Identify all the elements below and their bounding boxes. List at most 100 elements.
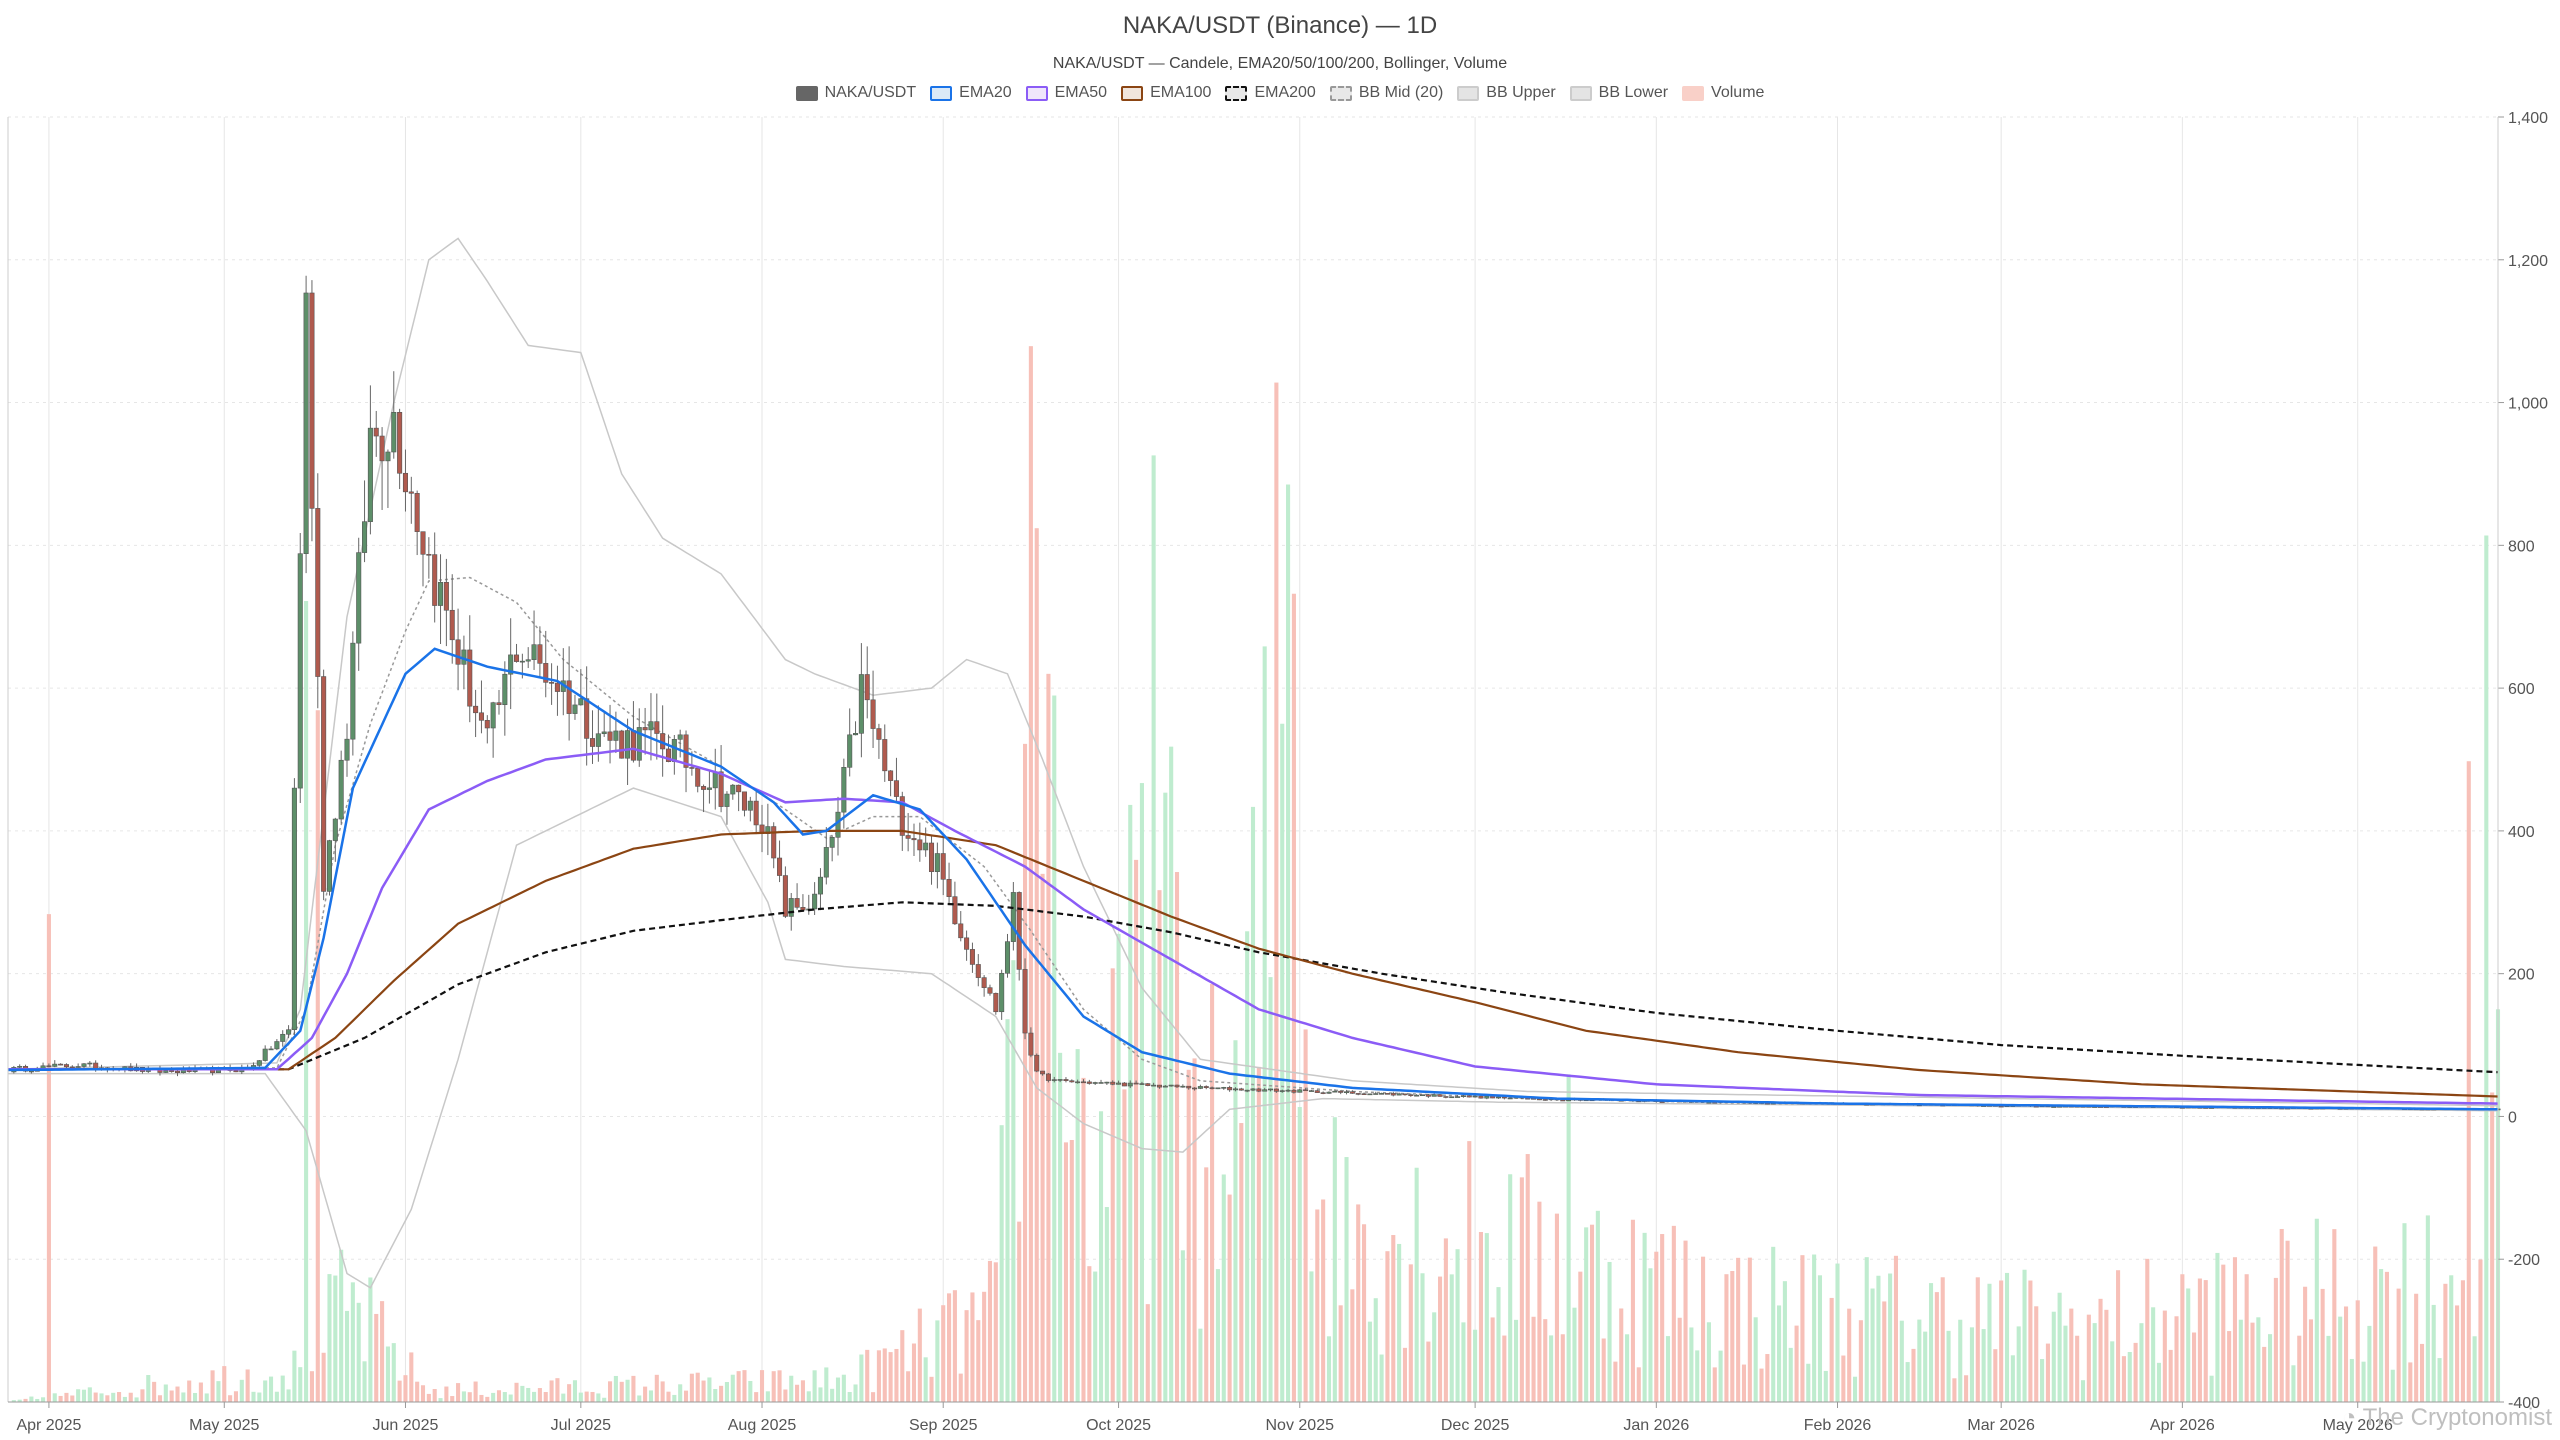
legend-swatch bbox=[1329, 85, 1352, 101]
volume-bar bbox=[765, 1391, 770, 1402]
candle-body bbox=[52, 1063, 58, 1067]
candle-body bbox=[730, 784, 736, 795]
volume-bar bbox=[1613, 1361, 1618, 1402]
candle-body bbox=[467, 649, 473, 707]
candle-body bbox=[1104, 1081, 1110, 1084]
candle-body bbox=[1396, 1093, 1402, 1096]
candle-body bbox=[853, 733, 859, 736]
legend-item-naka-usdt[interactable]: NAKA/USDT bbox=[795, 84, 916, 102]
candle-body bbox=[584, 698, 590, 739]
legend-item-bb-upper[interactable]: BB Upper bbox=[1457, 84, 1556, 102]
volume-bar bbox=[420, 1385, 426, 1402]
x-tick-label: Aug 2025 bbox=[728, 1417, 797, 1434]
candle-body bbox=[81, 1063, 87, 1067]
candle-body bbox=[63, 1064, 69, 1068]
volume-bar bbox=[1940, 1277, 1945, 1402]
volume-bar bbox=[1882, 1301, 1887, 1402]
volume-bar bbox=[46, 914, 51, 1402]
volume-bar bbox=[11, 1400, 16, 1402]
candle-body bbox=[1232, 1088, 1238, 1091]
volume-bar bbox=[1034, 528, 1039, 1402]
volume-bar bbox=[759, 1370, 765, 1402]
candle-body bbox=[1507, 1097, 1513, 1100]
volume-bar bbox=[1011, 960, 1016, 1402]
volume-bar bbox=[1630, 1219, 1635, 1402]
volume-bar bbox=[1917, 1319, 1922, 1402]
volume-bar bbox=[1513, 1319, 1519, 1402]
volume-bar bbox=[2361, 1361, 2366, 1402]
candle-body bbox=[1402, 1093, 1408, 1096]
volume-bar bbox=[1689, 1327, 1694, 1402]
volume-bar bbox=[2086, 1314, 2091, 1402]
candle-body bbox=[1139, 1083, 1145, 1085]
volume-bar bbox=[1297, 1106, 1302, 1402]
candle-body bbox=[601, 731, 607, 735]
legend-item-volume[interactable]: Volume bbox=[1682, 84, 1764, 102]
legend-item-bb-lower[interactable]: BB Lower bbox=[1569, 84, 1668, 102]
volume-bar bbox=[222, 1366, 227, 1402]
volume-bar bbox=[2285, 1240, 2290, 1402]
candle-body bbox=[940, 853, 946, 880]
candle-body bbox=[1332, 1090, 1338, 1093]
candle-body bbox=[619, 730, 625, 759]
volume-bar bbox=[2075, 1335, 2080, 1402]
volume-bar bbox=[876, 1350, 881, 1402]
candle-body bbox=[1063, 1079, 1069, 1082]
candle-body bbox=[344, 738, 350, 761]
candle-body bbox=[1162, 1085, 1168, 1088]
candle-body bbox=[449, 609, 455, 641]
volume-bar bbox=[1157, 890, 1162, 1402]
volume-bar bbox=[643, 1386, 648, 1402]
volume-bar bbox=[2016, 1326, 2021, 1402]
legend-item-bb-mid-20[interactable]: BB Mid (20) bbox=[1329, 84, 1443, 102]
candle-body bbox=[595, 733, 601, 747]
volume-bar bbox=[520, 1385, 525, 1402]
volume-bar bbox=[1104, 1207, 1109, 1402]
volume-bar bbox=[1490, 1317, 1495, 1402]
candle-body bbox=[291, 787, 297, 1031]
candle-body bbox=[525, 659, 531, 662]
volume-bar bbox=[1227, 1194, 1232, 1402]
candle-body bbox=[1262, 1089, 1268, 1092]
volume-bar bbox=[1946, 1330, 1951, 1402]
candle-body bbox=[438, 581, 444, 606]
volume-bar bbox=[596, 1393, 601, 1402]
ema-lines bbox=[7, 647, 2499, 1111]
volume-bar bbox=[1484, 1233, 1489, 1402]
volume-bar bbox=[1560, 1334, 1565, 1402]
candle-body bbox=[1455, 1096, 1461, 1098]
legend-item-ema200[interactable]: EMA200 bbox=[1225, 84, 1316, 102]
volume-bar bbox=[1204, 1167, 1209, 1402]
volume-bar bbox=[707, 1377, 712, 1402]
legend-label: EMA200 bbox=[1254, 84, 1316, 101]
volume-bar bbox=[1706, 1322, 1711, 1402]
volume-bar bbox=[204, 1393, 209, 1402]
volume-bar bbox=[450, 1396, 455, 1402]
volume-bar bbox=[1414, 1167, 1419, 1402]
volume-bar bbox=[2110, 1341, 2115, 1402]
candle-body bbox=[771, 826, 777, 859]
volume-bar bbox=[1134, 859, 1139, 1402]
volume-bar bbox=[1467, 1141, 1472, 1402]
volume-bar bbox=[146, 1375, 151, 1402]
candle-body bbox=[1449, 1096, 1455, 1099]
x-tick-label: Nov 2025 bbox=[1266, 1417, 1335, 1434]
candle-body bbox=[1192, 1087, 1198, 1090]
legend-swatch bbox=[1569, 85, 1592, 101]
candle-body bbox=[578, 698, 584, 706]
volume-bar bbox=[1975, 1277, 1980, 1402]
legend-item-ema20[interactable]: EMA20 bbox=[930, 84, 1012, 102]
candle-body bbox=[905, 835, 911, 839]
legend-item-ema50[interactable]: EMA50 bbox=[1025, 84, 1107, 102]
candle-body bbox=[607, 731, 613, 741]
candle-body bbox=[397, 412, 403, 474]
legend-item-ema100[interactable]: EMA100 bbox=[1121, 84, 1211, 102]
volume-bar bbox=[1584, 1227, 1589, 1402]
candle-body bbox=[163, 1070, 169, 1073]
candle-body bbox=[432, 554, 438, 606]
volume-bar bbox=[800, 1380, 805, 1402]
volume-bar bbox=[1712, 1367, 1717, 1402]
candle-body bbox=[1285, 1089, 1291, 1092]
candle-body bbox=[981, 977, 987, 988]
volume-bar bbox=[1519, 1177, 1524, 1402]
